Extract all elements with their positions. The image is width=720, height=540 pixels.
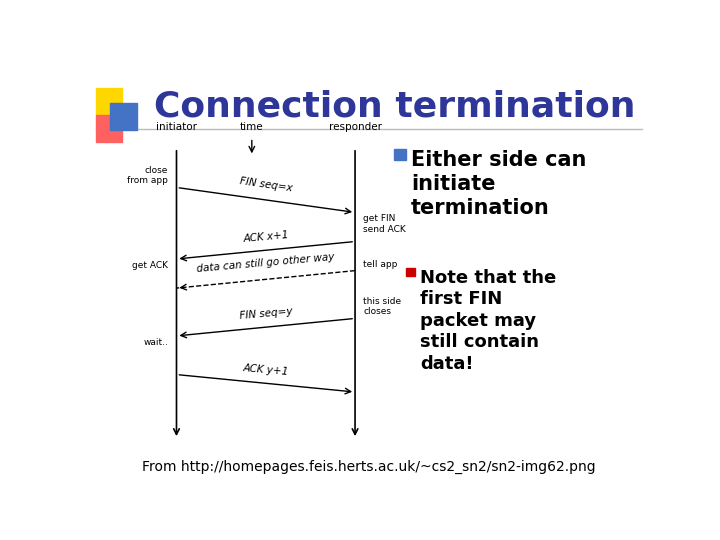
Text: From http://homepages.feis.herts.ac.uk/~cs2_sn2/sn2-img62.png: From http://homepages.feis.herts.ac.uk/~…: [142, 460, 596, 474]
Text: get FIN
send ACK: get FIN send ACK: [364, 214, 406, 234]
Text: tell app: tell app: [364, 260, 397, 268]
Text: wait..: wait..: [143, 338, 168, 347]
Text: ACK x+1: ACK x+1: [243, 230, 289, 244]
Text: Note that the
first FIN
packet may
still contain
data!: Note that the first FIN packet may still…: [420, 268, 556, 373]
Text: responder: responder: [328, 122, 382, 132]
Bar: [96, 87, 122, 114]
Bar: [406, 268, 415, 276]
Text: initiator: initiator: [156, 122, 197, 132]
Text: this side
closes: this side closes: [364, 297, 402, 316]
Text: FIN seq=x: FIN seq=x: [239, 176, 293, 193]
Text: FIN seq=y: FIN seq=y: [239, 306, 293, 321]
Text: ACK y+1: ACK y+1: [243, 363, 289, 377]
Text: Either side can
initiate
termination: Either side can initiate termination: [411, 150, 586, 218]
Text: data can still go other way: data can still go other way: [197, 252, 335, 274]
Bar: [109, 103, 138, 130]
Text: time: time: [240, 122, 264, 132]
Bar: [394, 149, 406, 160]
Text: get ACK: get ACK: [132, 261, 168, 270]
Text: Connection termination: Connection termination: [154, 90, 636, 123]
Bar: [96, 114, 122, 141]
Text: close
from app: close from app: [127, 166, 168, 185]
